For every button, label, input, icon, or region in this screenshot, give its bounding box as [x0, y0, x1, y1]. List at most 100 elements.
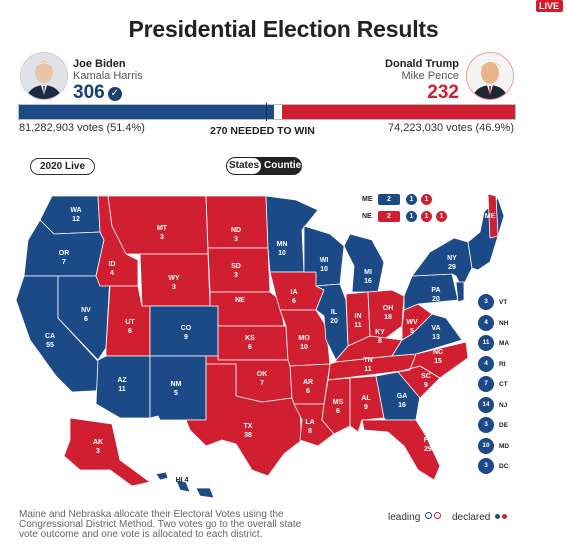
map-label-ar: AR: [303, 379, 313, 386]
map-label-ut: UT: [125, 319, 135, 326]
map-label-sd: SD: [231, 263, 241, 270]
map-label-co: CO: [181, 325, 192, 332]
trump-bar-fill: [282, 105, 515, 119]
split-badge-me-1: 1: [406, 194, 417, 205]
map-label-wi: WI: [320, 257, 329, 264]
map-ev-ut: 6: [128, 328, 132, 335]
map-ev-la: 8: [308, 428, 312, 435]
biden-bar-fill: [19, 105, 274, 119]
map-label-mt: MT: [157, 225, 168, 232]
map-label-mi: MI: [364, 269, 372, 276]
toggle-states[interactable]: States: [227, 158, 261, 174]
electoral-progress-bar: [18, 103, 516, 121]
map-label-nc: NC: [433, 349, 443, 356]
map-ev-oh: 18: [384, 314, 392, 321]
small-state-label-ct: CT: [499, 381, 508, 388]
biden-avatar: [20, 52, 68, 100]
map-ev-in: 11: [354, 322, 362, 329]
map-label-pa: PA: [431, 287, 440, 294]
map-label-tn: TN: [363, 357, 372, 364]
toggle-counties[interactable]: Counties: [264, 160, 302, 171]
map-ev-sd: 3: [234, 272, 238, 279]
trump-electoral-votes: 232: [427, 82, 459, 103]
map-ev-ks: 6: [248, 344, 252, 351]
split-badge-ne-3: 1: [436, 211, 447, 222]
map-label-az: AZ: [117, 377, 127, 384]
map-label-nm: NM: [171, 381, 182, 388]
map-label-ky: KY: [375, 329, 385, 336]
trump-popular-votes: 74,223,030 votes (46.9%): [388, 122, 514, 134]
map-label-nv: NV: [81, 307, 91, 314]
state-TX: [185, 363, 303, 477]
map-ev-tx: 38: [244, 432, 252, 439]
map-ev-pa: 20: [432, 296, 440, 303]
biden-popular-votes: 81,282,903 votes (51.4%): [19, 122, 145, 134]
split-label-ne: NE: [362, 213, 372, 220]
district-method-note: Maine and Nebraska allocate their Electo…: [19, 509, 302, 540]
map-ev-mo: 10: [300, 344, 308, 351]
map-label-wa: WA: [70, 207, 81, 214]
map-ev-co: 9: [184, 334, 188, 341]
map-ev-ny: 29: [448, 264, 456, 271]
small-state-ev-vt: 3: [478, 294, 494, 310]
state-FL: [361, 419, 441, 481]
map-label-il: IL: [331, 309, 338, 316]
map-label-al: AL: [361, 395, 371, 402]
split-badge-me-0: 2: [378, 194, 400, 205]
trump-avatar: [466, 52, 514, 100]
map-ev-il: 20: [330, 318, 338, 325]
state-AK: [63, 417, 151, 487]
map-label-mn: MN: [277, 241, 288, 248]
small-state-label-vt: VT: [499, 299, 508, 306]
map-label-ca: CA: [45, 333, 55, 340]
map-ev-nm: 5: [174, 390, 178, 397]
trump-info: Donald Trump Mike Pence 232: [385, 58, 459, 104]
split-label-me: ME: [362, 196, 373, 203]
pence-name: Mike Pence: [401, 70, 459, 82]
threshold-marker: [266, 103, 267, 121]
year-select[interactable]: 2020 Live: [30, 158, 96, 175]
map-ev-wv: 5: [410, 328, 414, 335]
map-label-ok: OK: [257, 371, 268, 378]
small-state-label-dc: DC: [499, 463, 509, 470]
map-ev-ak: 3: [96, 448, 100, 455]
map-label-wv: WV: [406, 319, 418, 326]
map-label-va: VA: [431, 325, 440, 332]
map-ev-ca: 55: [46, 342, 54, 349]
map-label-fl: FL: [424, 437, 433, 444]
map-label-ne: NE: [235, 297, 245, 304]
map-ev-fl: 29: [424, 446, 432, 453]
map-label-ks: KS: [245, 335, 255, 342]
year-select-label: 2020 Live: [40, 161, 86, 172]
state-NE: [209, 291, 285, 327]
map-label-ak: AK: [93, 439, 103, 446]
map-label-ms: MS: [333, 399, 344, 406]
map-label-sc: SC: [421, 373, 431, 380]
state-ME-district: [487, 193, 499, 239]
state-MN: [265, 195, 319, 273]
map-label-la: LA: [305, 419, 314, 426]
biden-name: Joe Biden: [73, 58, 126, 70]
map-label-oh: OH: [383, 305, 394, 312]
state-NC: [397, 341, 469, 379]
view-toggle[interactable]: States Counties: [226, 157, 302, 175]
map-label-mo: MO: [298, 335, 310, 342]
map-ev-ia: 6: [292, 298, 296, 305]
page-title: Presidential Election Results: [128, 16, 439, 42]
map-label-nd: ND: [231, 227, 241, 234]
map-ev-az: 11: [118, 386, 126, 393]
map-ev-ar: 6: [306, 388, 310, 395]
split-badge-me-2: 1: [421, 194, 432, 205]
map-ev-ok: 7: [260, 380, 264, 387]
small-state-ev-nj: 14: [478, 396, 494, 413]
map-ev-mi: 16: [364, 278, 372, 285]
map-ev-mn: 10: [278, 250, 286, 257]
state-KS: [217, 325, 289, 361]
us-election-map[interactable]: WA12OR7CA55NV6ID4MT3WY3UT6AZ11CO9NM5ND3S…: [0, 188, 567, 508]
small-state-label-nh: NH: [499, 319, 509, 327]
map-ev-ms: 6: [336, 408, 340, 415]
needed-to-win: 270 NEEDED TO WIN: [210, 125, 315, 137]
map-ev-wi: 10: [320, 266, 328, 273]
map-label-ga: GA: [397, 393, 408, 400]
small-state-label-ri: RI: [499, 360, 506, 368]
